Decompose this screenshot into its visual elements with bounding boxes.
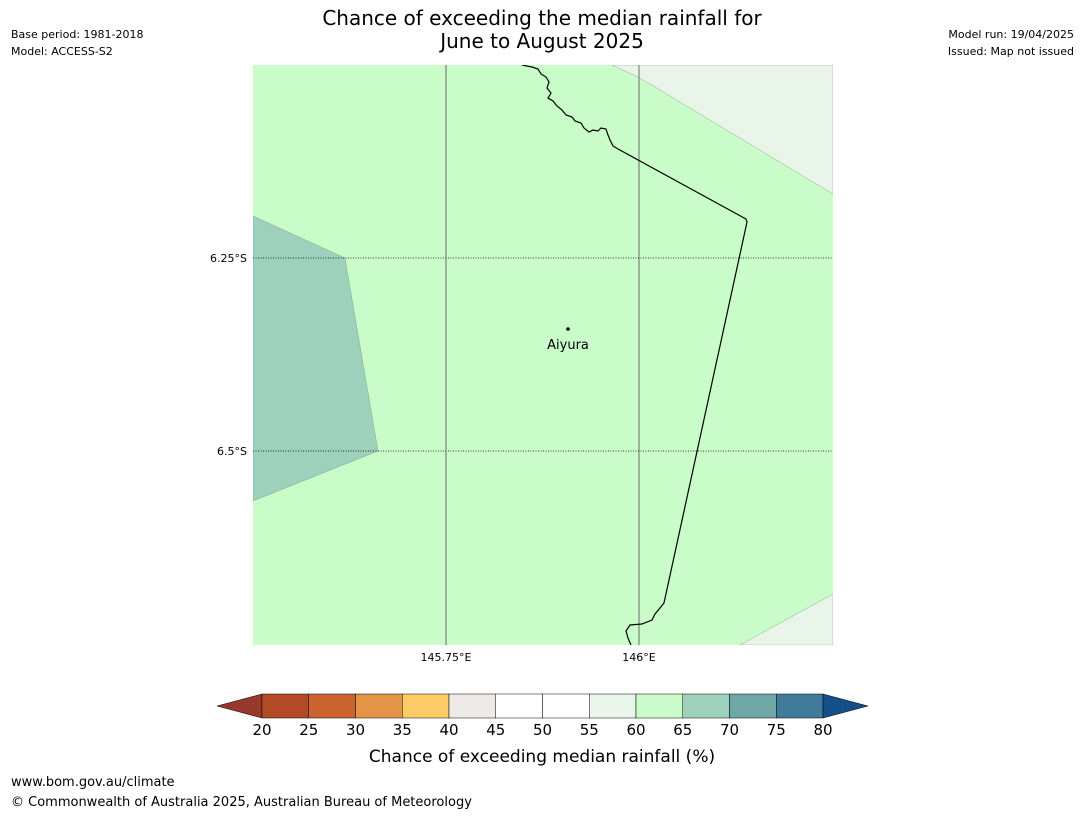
colorbar-cell: [729, 693, 777, 719]
probability-55-60-region-northeast: [611, 65, 833, 195]
colorbar-cell: [448, 693, 496, 719]
lon-tick-146: 146°E: [622, 651, 655, 664]
colorbar-under-triangle: [216, 693, 263, 719]
colorbar-tick-label: 65: [673, 721, 692, 739]
colorbar-cell: [355, 693, 403, 719]
colorbar-tick-label: 60: [626, 721, 645, 739]
colorbar-cell: [542, 693, 590, 719]
colorbar-tick-label: 55: [580, 721, 599, 739]
map-plot-area: [253, 65, 833, 645]
map-title: Chance of exceeding the median rainfall …: [242, 7, 842, 53]
lat-tick-6-25: 6.25°S: [210, 252, 247, 265]
colorbar-tick-label: 20: [252, 721, 271, 739]
colorbar-tick-label: 50: [533, 721, 552, 739]
colorbar-cell: [776, 693, 824, 719]
model-text: Model: ACCESS-S2: [11, 45, 113, 58]
probability-55-60-region-southeast: [739, 593, 833, 645]
place-label-aiyura: Aiyura: [547, 338, 589, 353]
colorbar-tick-label: 80: [813, 721, 832, 739]
colorbar-cell: [682, 693, 730, 719]
colorbar-tick-label: 75: [767, 721, 786, 739]
colorbar-title: Chance of exceeding median rainfall (%): [369, 747, 715, 767]
lat-tick-6-5: 6.5°S: [217, 445, 247, 458]
issued-text: Issued: Map not issued: [947, 45, 1074, 58]
colorbar-tick-label: 25: [299, 721, 318, 739]
colorbar-cells: [261, 693, 824, 719]
aiyura-marker: [566, 327, 570, 331]
colorbar-tick-label: 35: [393, 721, 412, 739]
colorbar-cell: [402, 693, 450, 719]
lon-tick-145-75: 145.75°E: [421, 651, 472, 664]
meta-left: Base period: 1981-2018 Model: ACCESS-S2: [11, 26, 143, 60]
model-run-text: Model run: 19/04/2025: [948, 28, 1074, 41]
colorbar-over-triangle: [822, 693, 869, 719]
footer-url[interactable]: www.bom.gov.au/climate: [11, 775, 175, 790]
colorbar-cell: [589, 693, 637, 719]
colorbar-cell: [308, 693, 356, 719]
base-period-text: Base period: 1981-2018: [11, 28, 144, 41]
title-line-1: Chance of exceeding the median rainfall …: [322, 6, 762, 30]
colorbar-cell: [495, 693, 543, 719]
title-line-2: June to August 2025: [440, 29, 644, 53]
colorbar-tick-label: 40: [439, 721, 458, 739]
meta-right: Model run: 19/04/2025 Issued: Map not is…: [948, 26, 1074, 60]
colorbar-tick-label: 45: [486, 721, 505, 739]
colorbar: 20 25 30 35 40 45 50 55 60 65 70 75 80 Chance of exc…: [216, 693, 869, 767]
colorbar-cell: [261, 693, 309, 719]
colorbar-tick-label: 70: [720, 721, 739, 739]
colorbar-cell: [635, 693, 683, 719]
coastline-border: [521, 65, 748, 645]
footer-copyright: © Commonwealth of Australia 2025, Austra…: [11, 795, 472, 810]
colorbar-ticks: 20 25 30 35 40 45 50 55 60 65 70 75 80: [252, 721, 832, 739]
colorbar-tick-label: 30: [346, 721, 365, 739]
